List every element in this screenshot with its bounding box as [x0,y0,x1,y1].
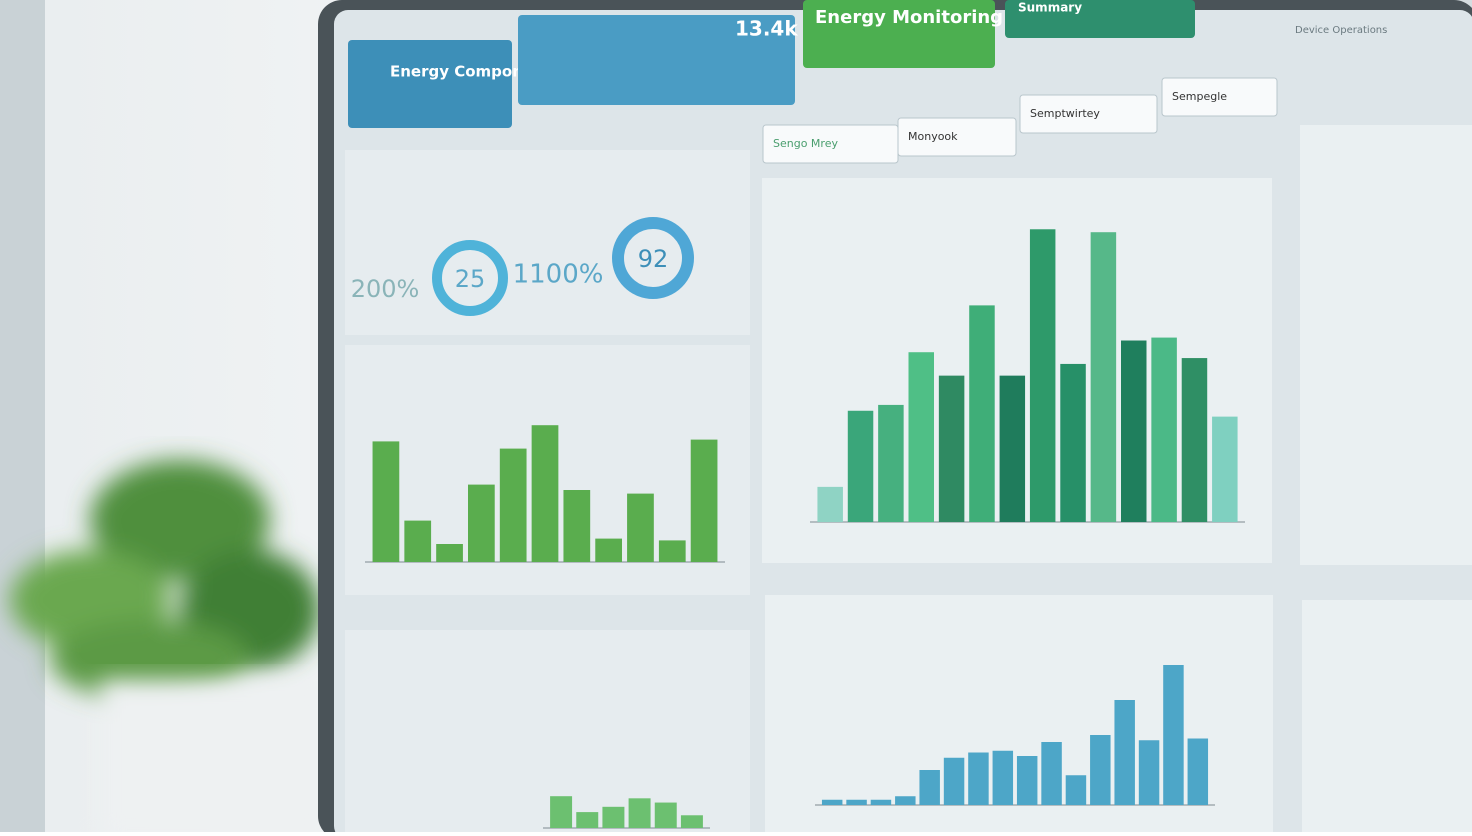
header-card-label: 13.4k [735,17,798,41]
bar [1187,738,1209,805]
bar [821,799,843,805]
pot [100,680,330,836]
bar [1114,700,1135,805]
bar [846,799,867,805]
kpi-ring [612,217,694,299]
bar [943,757,965,805]
header-card [1005,0,1195,38]
bar [404,520,432,562]
header-card-label: Summary [1018,1,1082,15]
bar [817,486,843,522]
plant [10,460,320,700]
bar [372,441,400,562]
dropdown[interactable] [897,117,1017,157]
bar [550,796,573,828]
dropdown-label[interactable]: Sempegle [1172,90,1227,103]
bar [1151,337,1177,522]
bar [690,439,718,562]
bar [658,540,686,562]
bar [602,806,625,828]
dropdown-label[interactable]: Semptwirtey [1030,107,1100,120]
header-card [348,40,512,128]
bar [969,305,995,522]
bar [1090,232,1117,522]
bar [576,812,599,828]
header-card [803,0,995,68]
kpi-value: 200% [351,275,420,303]
bar [992,750,1014,805]
dropdown-label[interactable]: Monyook [908,130,958,143]
bar [895,796,916,805]
kpi-value: 92 [638,245,669,273]
panel [1302,600,1472,836]
bar [1060,363,1086,522]
bar [870,799,892,805]
bar [1090,735,1111,805]
bar [595,538,622,562]
bar [1181,358,1208,522]
header-card-label: Energy Monitoring [815,7,1003,28]
bar [847,410,874,522]
bar [908,352,934,522]
kpi-value: 25 [455,265,486,293]
bar [968,752,989,805]
bar [999,375,1026,522]
header-card-label: Energy Components [390,63,560,81]
header-card [518,15,795,105]
bar [563,490,591,562]
bar [1163,665,1184,805]
bar [680,815,703,828]
bar [1138,740,1160,805]
bar [938,375,965,522]
bar [1065,775,1087,805]
dropdown[interactable] [1161,77,1278,117]
panel [345,630,750,836]
dropdown[interactable] [1019,94,1158,134]
dashboard: Energy Components 13.4k Energy Monitoring S… [348,0,1387,829]
bar [1029,229,1056,523]
bar [1041,742,1062,805]
bar [499,448,527,562]
bar [1121,340,1147,522]
bar [654,802,677,828]
bar [919,770,940,805]
bar [627,493,654,562]
kpi-value: 1100% [513,260,604,290]
corner-label: Device Operations [1295,25,1387,36]
bar [468,484,495,562]
bar [436,544,463,562]
window-frame [0,0,45,832]
bar [531,425,559,562]
bar [628,798,651,828]
bar [1212,416,1238,522]
bar [1016,756,1038,805]
dropdown-label[interactable]: Sengo Mrey [773,137,838,150]
panel [1300,125,1472,565]
bar [878,404,904,522]
kpi-ring [432,240,508,316]
